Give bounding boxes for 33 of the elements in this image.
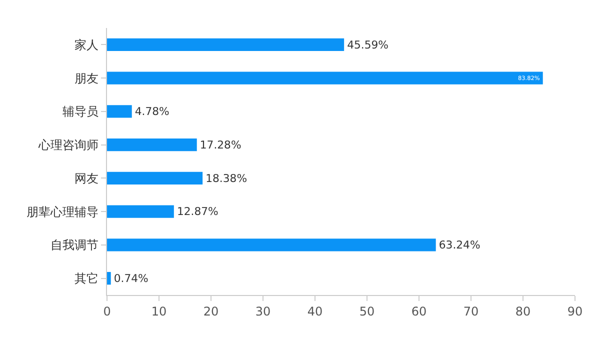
x-tick-label: 50 — [359, 304, 375, 318]
bar — [107, 205, 174, 218]
y-tick-label: 辅导员 — [62, 104, 99, 119]
y-tick-label: 其它 — [74, 272, 99, 286]
data-label: 63.24% — [438, 238, 480, 252]
bar — [107, 238, 436, 252]
x-tick-label: 60 — [411, 304, 427, 318]
y-tick-label: 网友 — [74, 171, 99, 186]
y-tick-label: 朋友 — [74, 71, 99, 86]
x-tick-label: 20 — [203, 304, 219, 318]
x-tick-label: 30 — [255, 304, 271, 318]
x-tick-label: 90 — [567, 304, 583, 318]
bar — [107, 272, 111, 285]
bar — [107, 172, 203, 185]
data-label: 17.28% — [200, 138, 242, 152]
bar — [107, 38, 344, 52]
data-label: 12.87% — [176, 205, 218, 218]
y-tick-label: 朋辈心理辅导 — [26, 204, 99, 219]
x-tick-label: 0 — [103, 304, 111, 318]
bar — [107, 138, 197, 152]
x-tick-label: 40 — [307, 304, 323, 318]
x-tick-label: 80 — [515, 304, 531, 318]
x-tick-label: 10 — [151, 304, 167, 318]
bar — [107, 105, 132, 118]
data-label: 45.59% — [347, 38, 389, 52]
bar — [107, 72, 543, 84]
x-tick-label: 70 — [463, 304, 479, 318]
y-tick-label: 心理咨询师 — [38, 138, 99, 152]
y-tick-label: 自我调节 — [50, 238, 99, 252]
data-label: 4.78% — [134, 105, 170, 118]
data-label: 18.38% — [206, 172, 248, 185]
y-tick-label: 家人 — [74, 38, 99, 52]
data-label: 0.74% — [114, 272, 148, 285]
